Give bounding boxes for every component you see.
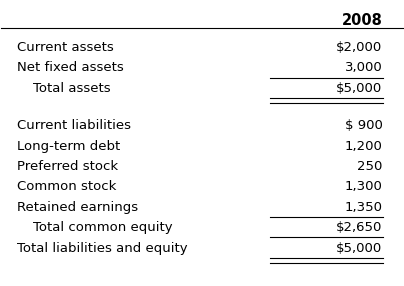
Text: $5,000: $5,000 [336, 82, 383, 95]
Text: 250: 250 [357, 160, 383, 173]
Text: 1,200: 1,200 [345, 140, 383, 153]
Text: Preferred stock: Preferred stock [17, 160, 118, 173]
Text: Net fixed assets: Net fixed assets [17, 61, 124, 74]
Text: Long-term debt: Long-term debt [17, 140, 121, 153]
Text: Current assets: Current assets [17, 41, 114, 54]
Text: 1,300: 1,300 [345, 180, 383, 193]
Text: Total common equity: Total common equity [34, 221, 173, 234]
Text: 2008: 2008 [342, 13, 383, 28]
Text: Total liabilities and equity: Total liabilities and equity [17, 242, 188, 255]
Text: Total assets: Total assets [34, 82, 111, 95]
Text: 3,000: 3,000 [345, 61, 383, 74]
Text: $2,000: $2,000 [336, 41, 383, 54]
Text: $2,650: $2,650 [336, 221, 383, 234]
Text: Retained earnings: Retained earnings [17, 201, 139, 214]
Text: $5,000: $5,000 [336, 242, 383, 255]
Text: Current liabilities: Current liabilities [17, 119, 131, 132]
Text: 1,350: 1,350 [345, 201, 383, 214]
Text: Common stock: Common stock [17, 180, 117, 193]
Text: $ 900: $ 900 [345, 119, 383, 132]
